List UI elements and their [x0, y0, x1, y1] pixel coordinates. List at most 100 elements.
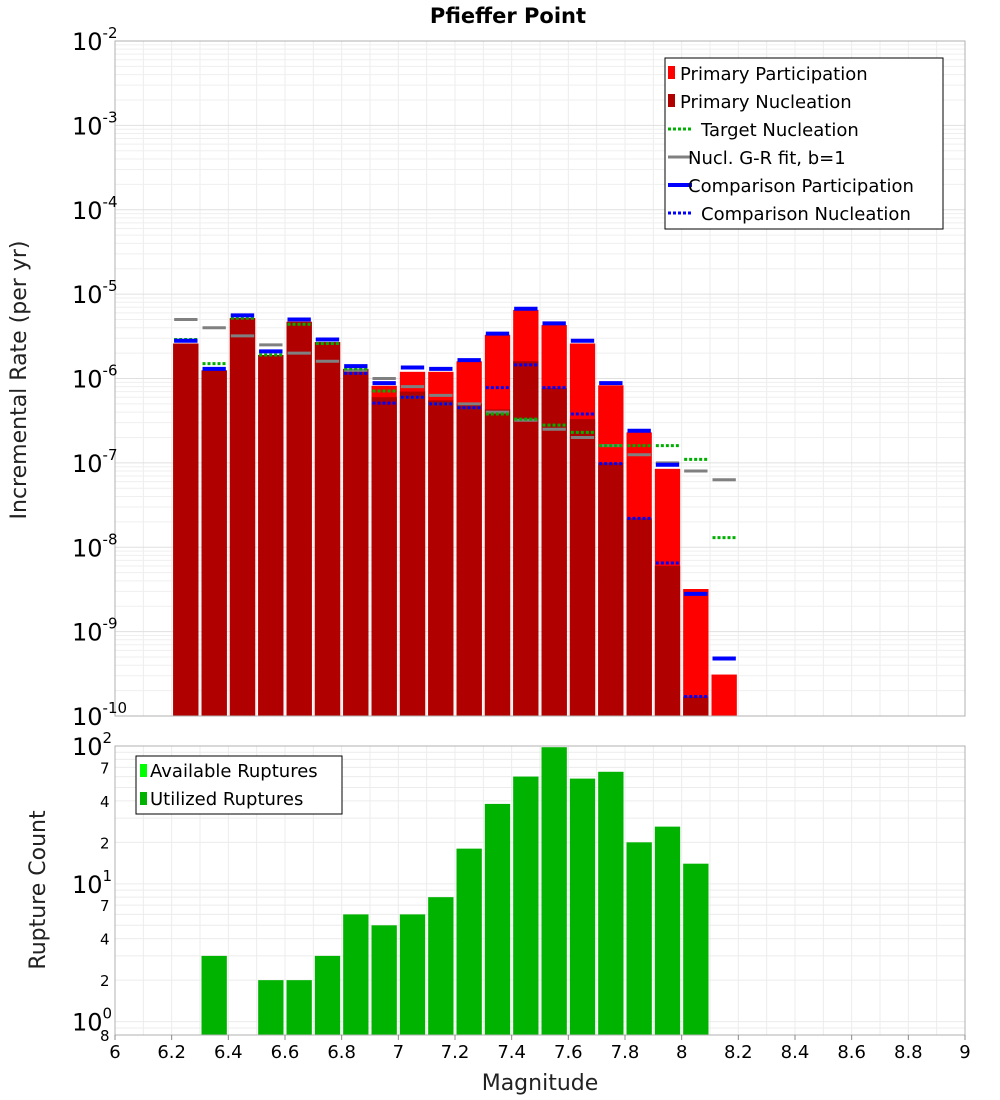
- x-tick-label: 6.2: [157, 1042, 186, 1063]
- nucleation-bar: [173, 343, 199, 716]
- nucleation-bar: [258, 354, 284, 716]
- bottom-legend: Available Ruptures Utilized Ruptures: [135, 755, 343, 815]
- top-y-tick-label: 10-4: [72, 193, 118, 225]
- bottom-y-axis-label: Rupture Count: [26, 810, 51, 970]
- legend-label: Utilized Ruptures: [150, 789, 303, 810]
- nucleation-bar: [541, 388, 567, 716]
- x-axis-label: Magnitude: [482, 1071, 599, 1096]
- rupture-count-bar: [428, 897, 454, 1035]
- nucleation-bar: [456, 403, 482, 716]
- x-tick-label: 6: [109, 1042, 120, 1063]
- legend-swatch: [140, 764, 147, 777]
- legend-label: Target Nucleation: [700, 120, 859, 141]
- rupture-count-bar: [343, 914, 369, 1035]
- x-tick-label: 6.4: [214, 1042, 243, 1063]
- x-tick-label: 9: [959, 1042, 970, 1063]
- nucleation-bar: [229, 318, 256, 716]
- bottom-y-ticks: 7 4 2 7 4 2 8 102 101 100: [72, 729, 112, 1045]
- nucleation-bar: [654, 565, 681, 716]
- nucleation-bar: [569, 419, 596, 716]
- bottom-y-tick-label: 8: [100, 1027, 110, 1045]
- rupture-count-bar: [314, 955, 341, 1035]
- rupture-count-bar: [626, 842, 652, 1035]
- top-y-axis-label: Incremental Rate (per yr): [7, 241, 32, 520]
- top-y-tick-label: 10-9: [72, 615, 118, 647]
- rupture-count-bar: [484, 803, 511, 1035]
- x-tick-label: 8.2: [724, 1042, 753, 1063]
- nucleation-bar: [626, 518, 652, 716]
- bottom-plot: 7 4 2 7 4 2 8 102 101 100 6 6.2 6.4 6.6 6.8 7 7.2 7.4 7.6…: [26, 729, 971, 1096]
- x-tick-label: 7: [393, 1042, 404, 1063]
- rupture-count-bar: [399, 914, 426, 1035]
- rupture-count-bar: [371, 925, 397, 1035]
- chart-title: Pfieffer Point: [430, 4, 586, 28]
- legend-label: Comparison Participation: [688, 176, 914, 197]
- legend-swatch: [668, 94, 675, 107]
- top-plot: 10-2 10-3 10-4 10-5 10-6 10-7 10-8 10-9 10-10 In…: [7, 24, 966, 731]
- nucleation-bar: [683, 696, 709, 716]
- rupture-count-bar: [513, 776, 539, 1035]
- bottom-legend-box: [135, 755, 343, 815]
- x-tick-label: 7.8: [611, 1042, 640, 1063]
- top-y-tick-label: 10-8: [72, 530, 118, 562]
- rupture-count-bar: [541, 747, 567, 1035]
- nucleation-bar: [513, 361, 539, 716]
- x-tick-label: 8.6: [837, 1042, 866, 1063]
- x-tick-label: 8.4: [781, 1042, 810, 1063]
- bottom-y-major-label: 101: [72, 867, 112, 899]
- top-y-tick-label: 10-3: [72, 108, 118, 140]
- top-y-ticks: 10-2 10-3 10-4 10-5 10-6 10-7 10-8 10-9 10-10: [72, 24, 127, 731]
- rupture-count-bar: [258, 980, 284, 1035]
- bottom-bars: [201, 747, 709, 1035]
- bottom-y-tick-label: 4: [100, 931, 110, 949]
- bottom-x-ticks: 6 6.2 6.4 6.6 6.8 7 7.2 7.4 7.6 7.8 8 8.2 8.4 8.6 8.8 9: [109, 1035, 971, 1063]
- x-tick-label: 6.8: [327, 1042, 356, 1063]
- bottom-legend-items: Available Ruptures Utilized Ruptures: [140, 761, 318, 810]
- x-tick-label: 6.6: [271, 1042, 300, 1063]
- legend-label: Available Ruptures: [150, 761, 318, 782]
- rupture-count-bar: [654, 826, 681, 1035]
- nucleation-bar: [399, 391, 426, 716]
- bottom-y-tick-label: 7: [100, 897, 110, 915]
- legend-swatch: [668, 66, 675, 79]
- top-plot-frame: [114, 40, 966, 717]
- bottom-y-tick-label: 2: [100, 834, 110, 852]
- nucleation-bar: [484, 409, 511, 716]
- participation-bar: [711, 674, 737, 716]
- x-tick-label: 8: [676, 1042, 687, 1063]
- rupture-count-bar: [598, 771, 624, 1035]
- x-tick-label: 7.4: [497, 1042, 526, 1063]
- x-tick-label: 8.8: [894, 1042, 923, 1063]
- bottom-y-major-label: 102: [72, 729, 112, 761]
- x-tick-label: 7.2: [441, 1042, 470, 1063]
- rupture-count-bar: [201, 955, 227, 1035]
- top-y-tick-label: 10-6: [72, 362, 118, 394]
- x-tick-label: 7.6: [554, 1042, 583, 1063]
- nucleation-bar: [286, 321, 312, 716]
- bottom-y-major-label: 100: [72, 1005, 112, 1037]
- nucleation-bar: [343, 368, 369, 716]
- top-y-tick-label: 10-5: [72, 277, 118, 309]
- rupture-count-bar: [683, 863, 709, 1035]
- bottom-y-tick-label: 4: [100, 793, 110, 811]
- nucleation-bar: [314, 342, 341, 716]
- bottom-y-tick-label: 7: [100, 759, 110, 777]
- bottom-y-tick-label: 2: [100, 972, 110, 990]
- rupture-count-bar: [456, 848, 482, 1035]
- top-y-tick-label: 10-2: [72, 24, 118, 56]
- nucleation-bar: [428, 400, 454, 716]
- participation-bar: [683, 589, 709, 716]
- legend-label: Comparison Nucleation: [701, 204, 911, 225]
- top-lines: [174, 306, 736, 699]
- nucleation-bar: [371, 397, 397, 716]
- nucleation-bar: [598, 462, 624, 716]
- top-legend-items: Primary Participation Primary Nucleation T…: [668, 64, 914, 225]
- top-legend: Primary Participation Primary Nucleation T…: [664, 57, 944, 230]
- legend-label: Primary Nucleation: [680, 92, 852, 113]
- top-bars: [173, 309, 737, 716]
- top-y-tick-label: 10-10: [72, 699, 127, 731]
- legend-swatch: [140, 792, 147, 805]
- rupture-count-bar: [286, 980, 312, 1035]
- bottom-plot-frame: [114, 745, 966, 1036]
- legend-label: Primary Participation: [680, 64, 868, 85]
